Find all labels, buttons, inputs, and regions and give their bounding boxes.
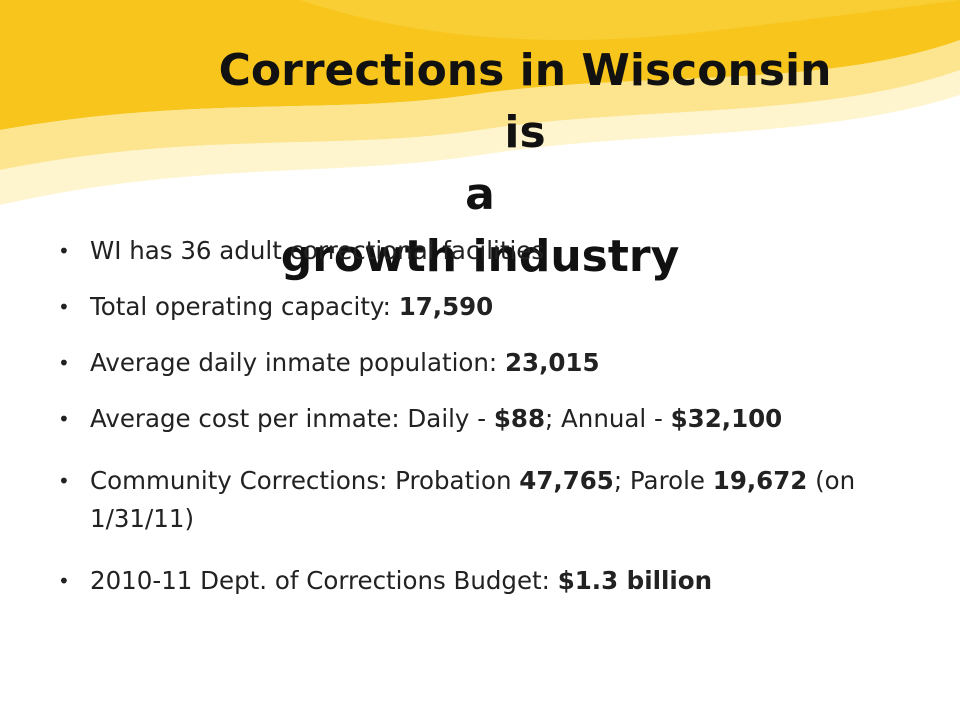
bullet-budget: • 2010-11 Dept. of Corrections Budget: $… [56,562,926,600]
bullet-label: Average daily inmate population: [90,348,505,377]
bullet-facilities: • WI has 36 adult correctional facilitie… [56,232,926,270]
bullet-dot-icon: • [58,569,70,593]
bullet-list: • WI has 36 adult correctional facilitie… [56,232,926,600]
bullet-text-part: Community Corrections: Probation [90,466,520,495]
bullet-text-part: ; Annual - [545,404,671,433]
bullet-community: • Community Corrections: Probation 47,76… [56,462,926,538]
bullet-value-parole: 19,672 [712,466,808,495]
bullet-value: 17,590 [398,292,494,321]
title-line-3: growth industry [280,231,680,282]
bullet-value: $1.3 billion [557,566,713,595]
bullet-value-daily: $88 [493,404,545,433]
bullet-label: 2010-11 Dept. of Corrections Budget: [90,566,558,595]
bullet-dot-icon: • [58,239,70,263]
slide-title: Corrections in Wisconsin is a growth ind… [120,40,840,288]
bullet-value: 23,015 [504,348,600,377]
decorative-swoosh [0,0,960,205]
bullet-text-part: (on 1/31/11) [90,466,856,533]
bullet-text-part: ; Parole [613,466,713,495]
bullet-dot-icon: • [58,469,70,493]
bullet-label: Total operating capacity: [90,292,399,321]
bullet-value-probation: 47,765 [519,466,614,495]
bullet-population: • Average daily inmate population: 23,01… [56,344,926,382]
bullet-value-annual: $32,100 [670,404,783,433]
bullet-text-part: Average cost per inmate: Daily - [90,404,494,433]
bullet-capacity: • Total operating capacity: 17,590 [56,288,926,326]
bullet-dot-icon: • [58,295,70,319]
bullet-text: WI has 36 adult correctional facilities [90,236,545,265]
title-line-2: a [465,169,495,220]
bullet-dot-icon: • [58,351,70,375]
bullet-cost: • Average cost per inmate: Daily - $88; … [56,400,926,438]
title-line-1: Corrections in Wisconsin is [218,45,832,158]
bullet-dot-icon: • [58,407,70,431]
